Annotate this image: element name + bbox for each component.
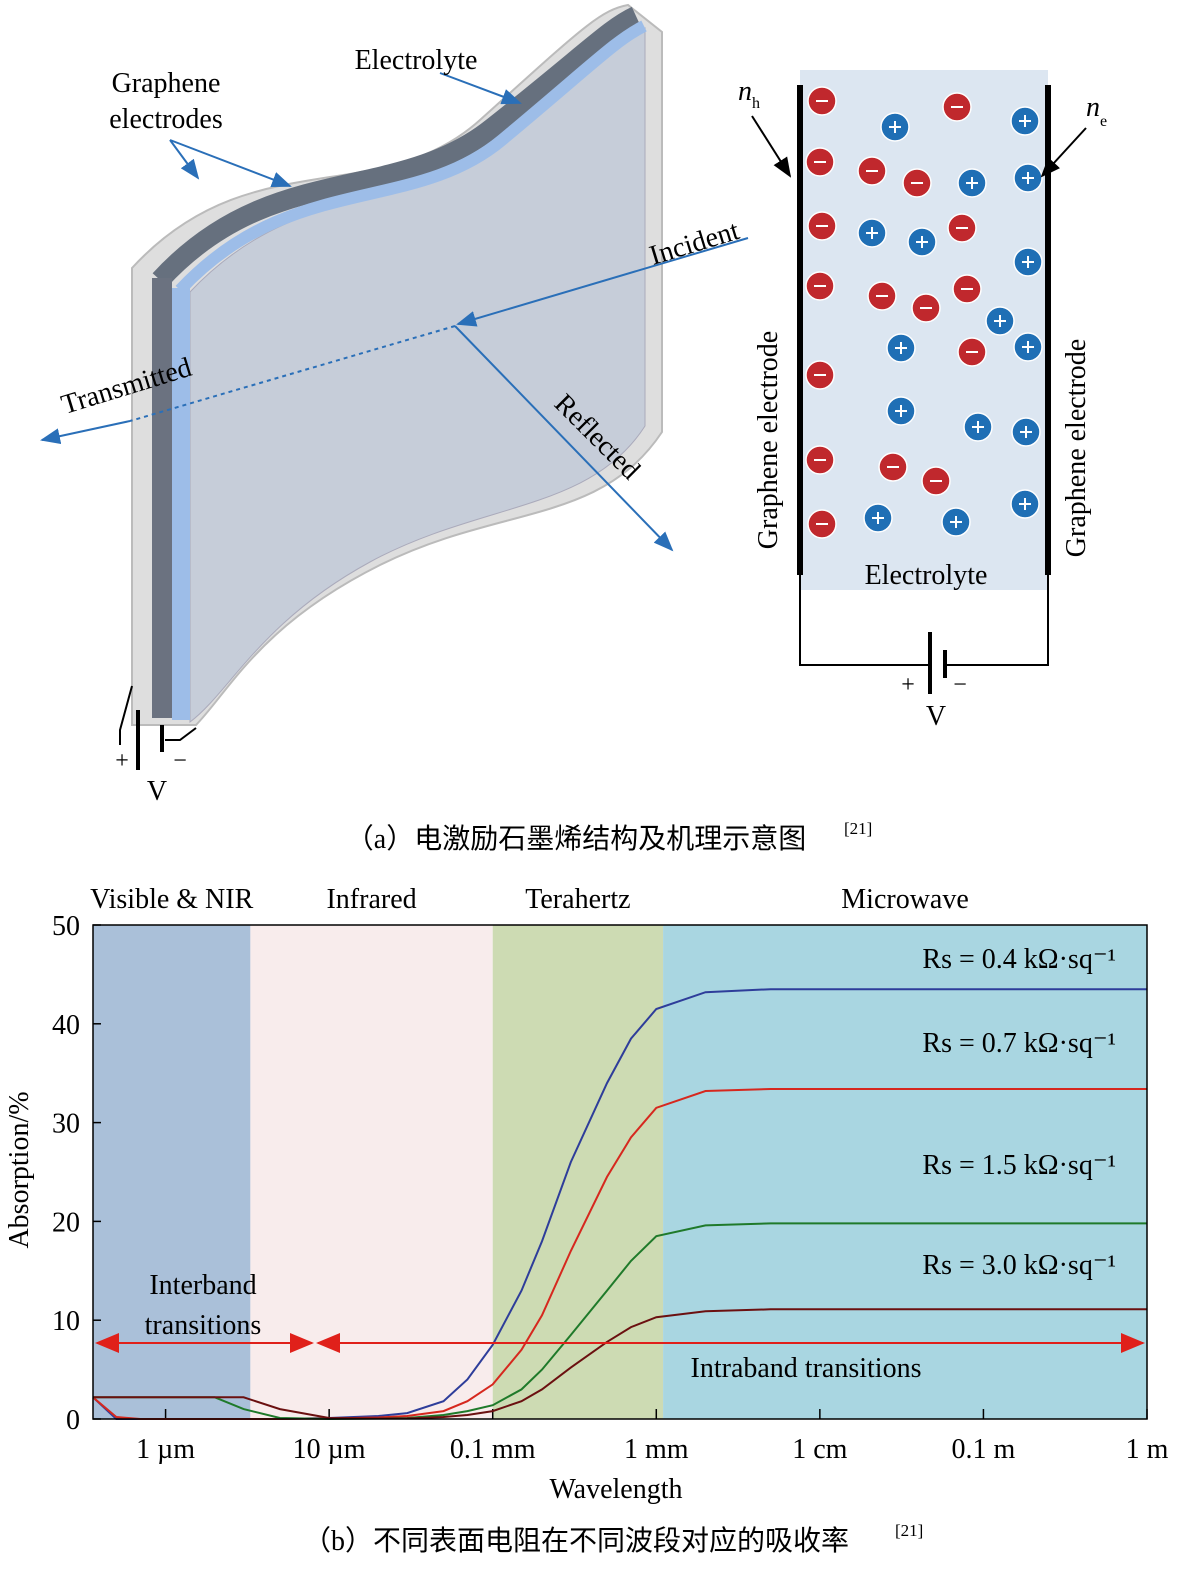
reflected-ray	[454, 325, 674, 552]
cation-sign	[972, 421, 984, 433]
cation-sign	[1019, 498, 1031, 510]
y-tick-label: 10	[52, 1306, 80, 1337]
cation-sign	[1022, 341, 1034, 353]
transmitted-ray	[40, 420, 131, 445]
wire	[799, 575, 1049, 666]
chart: Wavelength Absorption/% Interband transi…	[4, 884, 1169, 1505]
band	[93, 925, 251, 1419]
series-label: Rs = 0.7 kΩ·sq⁻¹	[922, 1028, 1116, 1059]
pointer-arrow	[169, 139, 292, 188]
cation-sign	[895, 342, 907, 354]
series-label: Rs = 0.4 kΩ·sq⁻¹	[922, 944, 1116, 975]
label: −	[953, 672, 967, 698]
series-label: Rs = 3.0 kΩ·sq⁻¹	[922, 1250, 1116, 1281]
band-label: Microwave	[841, 884, 969, 915]
cation-sign	[994, 315, 1006, 327]
band-label: Terahertz	[525, 884, 630, 915]
x-tick-label: 0.1 m	[952, 1434, 1016, 1465]
caption-ref: [21]	[844, 819, 872, 838]
x-tick-label: 1 m	[1126, 1434, 1169, 1465]
label: Electrolyte	[865, 560, 988, 591]
series-line	[93, 1308, 1147, 1420]
cation-sign	[895, 405, 907, 417]
plot-frame	[92, 924, 1148, 1420]
pointer-arrow	[1040, 127, 1087, 178]
series-label: Rs = 1.5 kΩ·sq⁻¹	[922, 1150, 1116, 1181]
annotation: transitions	[145, 1310, 262, 1341]
cation-sign	[889, 121, 901, 133]
label: V	[926, 701, 946, 732]
label: n	[1086, 92, 1100, 123]
band-label: Infrared	[326, 884, 416, 915]
label: Electrolyte	[355, 45, 478, 76]
y-tick-label: 20	[52, 1207, 80, 1238]
label: Graphene electrode	[1061, 339, 1092, 557]
cation-sign	[866, 227, 878, 239]
cation-sign	[1022, 256, 1034, 268]
y-tick-label: 0	[66, 1405, 80, 1436]
cation-sign	[950, 516, 962, 528]
x-tick-label: 10 µm	[293, 1434, 366, 1465]
x-tick-label: 1 µm	[136, 1434, 195, 1465]
label: h	[752, 95, 760, 112]
y-tick-label: 40	[52, 1010, 80, 1041]
x-axis-title: Wavelength	[549, 1474, 682, 1505]
label: −	[173, 748, 187, 774]
caption: （b）不同表面电阻在不同波段对应的吸收率	[303, 1525, 849, 1557]
incident-ray	[456, 237, 749, 327]
transmitted-ray-inside	[129, 325, 456, 422]
label: Graphene	[112, 68, 221, 99]
y-tick-label: 50	[52, 911, 80, 942]
label: +	[901, 672, 915, 698]
label: V	[147, 776, 167, 807]
x-tick-label: 1 cm	[792, 1434, 847, 1465]
band	[492, 925, 664, 1419]
label: e	[1100, 113, 1107, 130]
ions	[805, 86, 1043, 539]
cation-sign	[872, 512, 884, 524]
cation-sign	[966, 177, 978, 189]
x-tick-label: 1 mm	[624, 1434, 689, 1465]
annotation: Interband	[149, 1270, 256, 1301]
label: +	[115, 748, 129, 774]
caption: （a）电激励石墨烯结构及机理示意图	[346, 823, 806, 855]
band-label: Visible & NIR	[90, 884, 254, 915]
cation-sign	[1020, 426, 1032, 438]
pointer-arrow	[751, 115, 792, 178]
label: Graphene electrode	[753, 331, 784, 549]
y-axis-title: Absorption/%	[4, 1091, 35, 1248]
cation-sign	[916, 236, 928, 248]
cation-sign	[1022, 172, 1034, 184]
label: n	[738, 76, 752, 107]
band	[250, 925, 493, 1419]
x-tick-label: 0.1 mm	[450, 1434, 536, 1465]
annotation: Intraband transitions	[691, 1353, 922, 1384]
label: electrodes	[109, 104, 223, 135]
curved-device	[131, 3, 663, 726]
pointer-arrow	[169, 139, 200, 180]
pointer-arrow	[439, 72, 522, 105]
y-tick-label: 30	[52, 1109, 80, 1140]
cation-sign	[1019, 115, 1031, 127]
caption-ref: [21]	[895, 1521, 923, 1540]
battery	[119, 685, 197, 770]
